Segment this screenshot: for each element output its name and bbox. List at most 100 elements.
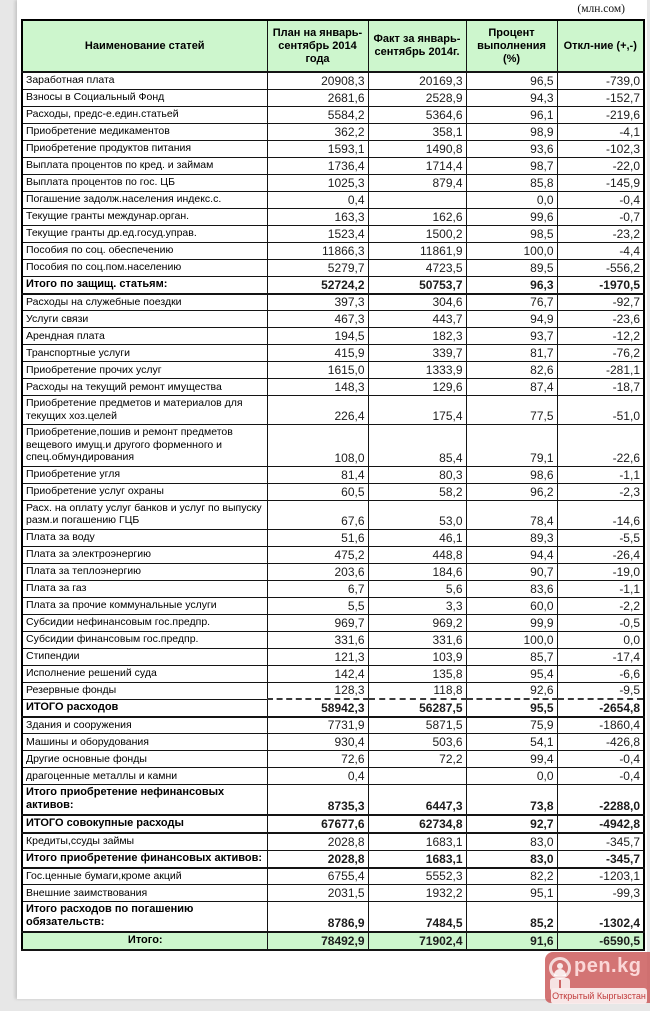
cell-percent: 96,5: [465, 71, 558, 90]
cell-name: Исполнение решений суда: [21, 664, 268, 683]
table-row: Стипендии 121,3 103,9 85,7 -17,4: [21, 647, 645, 666]
cell-fact: 53,0: [367, 499, 467, 530]
cell-deviation: 0,0: [556, 630, 645, 649]
cell-plan: 2031,5: [266, 884, 369, 902]
total-row: Итого приобретение финансовых активов: 20…: [21, 849, 645, 869]
cell-deviation: -4942,8: [556, 814, 645, 834]
cell-deviation: -6590,5: [556, 931, 645, 951]
cell-name: Стипендии: [21, 647, 268, 666]
cell-fact: [367, 190, 467, 209]
table-row: Субсидии финансовым гос.предпр. 331,6 331,…: [21, 630, 645, 649]
cell-plan: 362,2: [266, 122, 369, 141]
cell-percent: 99,4: [465, 750, 558, 768]
cell-fact: 4723,5: [367, 258, 467, 277]
cell-deviation: -12,2: [556, 327, 645, 345]
cell-percent: 94,9: [465, 310, 558, 328]
cell-plan: 121,3: [266, 647, 369, 666]
cell-deviation: -102,3: [556, 139, 645, 158]
cell-fact: 184,6: [367, 562, 467, 581]
cell-percent: 89,5: [465, 258, 558, 277]
cell-deviation: -426,8: [556, 733, 645, 751]
cell-fact: 7484,5: [367, 901, 467, 933]
cell-percent: 96,2: [465, 482, 558, 501]
cell-plan: 930,4: [266, 733, 369, 751]
cell-fact: 1333,9: [367, 361, 467, 379]
cell-deviation: -4,1: [556, 122, 645, 141]
cell-deviation: -1,1: [556, 465, 645, 484]
cell-plan: 226,4: [266, 395, 369, 425]
table-row: Субсидии нефинансовым гос.предпр. 969,7 96…: [21, 613, 645, 632]
cell-name: Приобретение продуктов питания: [21, 139, 268, 158]
cell-name: Гос.ценные бумаги,кроме акций: [21, 867, 268, 885]
cell-deviation: -5,5: [556, 528, 645, 547]
cell-fact: 1500,2: [367, 224, 467, 243]
cell-deviation: -1302,4: [556, 901, 645, 933]
cell-plan: 8735,3: [266, 784, 369, 816]
cell-percent: 89,3: [465, 528, 558, 547]
cell-plan: 20908,3: [266, 71, 369, 90]
cell-plan: 7731,9: [266, 716, 369, 734]
cell-percent: 0,0: [465, 767, 558, 785]
cell-name: драгоценные металлы и камни: [21, 767, 268, 785]
table-row: Пособия по соц. обеспечению 11866,3 11861,…: [21, 241, 645, 260]
cell-plan: 72,6: [266, 750, 369, 768]
cell-name: Расходы на служебные поездки: [21, 293, 268, 311]
cell-percent: 79,1: [465, 424, 558, 467]
cell-name: Итого приобретение финансовых активов:: [21, 849, 268, 869]
cell-deviation: -1,1: [556, 579, 645, 598]
cell-plan: 1736,4: [266, 156, 369, 175]
cell-deviation: -99,3: [556, 884, 645, 902]
table-row: Плата за воду 51,6 46,1 89,3 -5,5: [21, 528, 645, 547]
cell-fact: 129,6: [367, 378, 467, 396]
cell-fact: 879,4: [367, 173, 467, 192]
total-row: Итого приобретение нефинансовых активов:…: [21, 784, 645, 816]
cell-name: Итого по защищ. статьям:: [21, 275, 268, 295]
cell-deviation: -1860,4: [556, 716, 645, 734]
cell-name: Итого:: [21, 931, 268, 951]
cell-deviation: -556,2: [556, 258, 645, 277]
cell-fact: [367, 767, 467, 785]
table-row: Текущие гранты междунар.орган. 163,3 162,6…: [21, 207, 645, 226]
cell-deviation: -2,3: [556, 482, 645, 501]
cell-plan: 5279,7: [266, 258, 369, 277]
cell-name: Субсидии нефинансовым гос.предпр.: [21, 613, 268, 632]
cell-name: Плата за теплоэнергию: [21, 562, 268, 581]
cell-plan: 2028,8: [266, 849, 369, 869]
cell-plan: 2028,8: [266, 832, 369, 851]
cell-name: Приобретение предметов и материалов для …: [21, 395, 268, 425]
cell-percent: 94,4: [465, 545, 558, 564]
cell-plan: 128,3: [266, 681, 369, 700]
cell-fact: 1683,1: [367, 832, 467, 851]
table-row: Расходы на текущий ремонт имущества 148,3…: [21, 378, 645, 396]
cell-deviation: -9,5: [556, 681, 645, 700]
budget-table: Наименование статей План на январь-сентя…: [21, 19, 645, 951]
total-row: ИТОГО расходов 58942,3 56287,5 95,5 -2654,8: [21, 698, 645, 718]
cell-fact: 182,3: [367, 327, 467, 345]
cell-deviation: -14,6: [556, 499, 645, 530]
cell-fact: 3,3: [367, 596, 467, 615]
col-header-name: Наименование статей: [21, 19, 268, 73]
col-header-plan: План на январь-сентябрь 2014 года: [266, 19, 369, 73]
cell-fact: 5871,5: [367, 716, 467, 734]
cell-fact: 969,2: [367, 613, 467, 632]
cell-deviation: -1203,1: [556, 867, 645, 885]
cell-fact: 62734,8: [367, 814, 467, 834]
cell-name: Внешние заимствования: [21, 884, 268, 902]
cell-name: Арендная плата: [21, 327, 268, 345]
cell-percent: 95,4: [465, 664, 558, 683]
cell-deviation: -22,0: [556, 156, 645, 175]
cell-deviation: -145,9: [556, 173, 645, 192]
cell-name: Субсидии финансовым гос.предпр.: [21, 630, 268, 649]
cell-deviation: -23,6: [556, 310, 645, 328]
cell-deviation: -6,6: [556, 664, 645, 683]
cell-name: Пособия по соц.пом.населению: [21, 258, 268, 277]
cell-name: Машины и оборудования: [21, 733, 268, 751]
cell-name: Пособия по соц. обеспечению: [21, 241, 268, 260]
cell-plan: 108,0: [266, 424, 369, 467]
unit-note: (млн.сом): [577, 3, 625, 15]
cell-fact: 85,4: [367, 424, 467, 467]
cell-name: Выплата процентов по гос. ЦБ: [21, 173, 268, 192]
cell-name: Услуги связи: [21, 310, 268, 328]
cell-plan: 8786,9: [266, 901, 369, 933]
cell-plan: 1593,1: [266, 139, 369, 158]
